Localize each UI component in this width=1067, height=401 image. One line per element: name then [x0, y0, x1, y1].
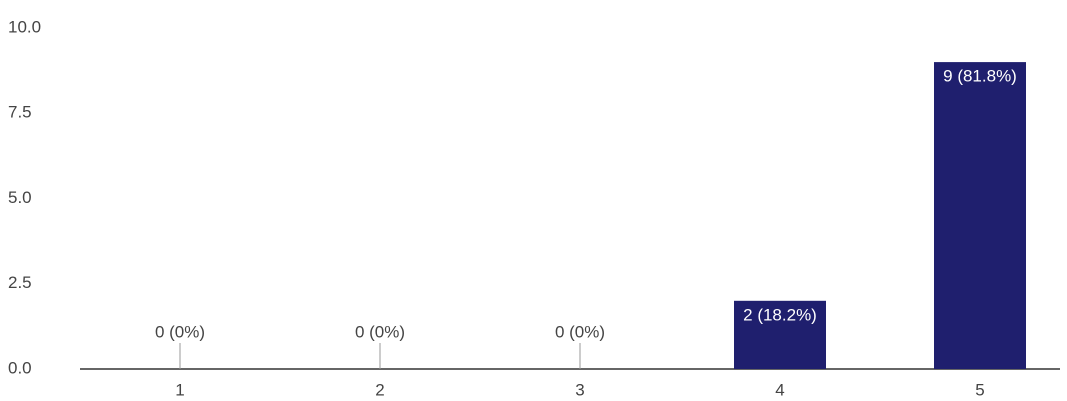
y-tick-label: 0.0: [8, 358, 32, 377]
x-tick-label: 3: [575, 380, 584, 399]
value-label: 0 (0%): [355, 322, 405, 341]
value-label: 0 (0%): [555, 322, 605, 341]
y-tick-label: 10.0: [8, 17, 41, 36]
x-tick-label: 5: [975, 380, 984, 399]
value-label: 2 (18.2%): [743, 305, 817, 324]
y-tick-label: 5.0: [8, 188, 32, 207]
x-tick-label: 2: [375, 380, 384, 399]
bar: [734, 300, 826, 369]
y-tick-label: 2.5: [8, 273, 32, 292]
bar: [934, 62, 1026, 369]
x-tick-label: 1: [175, 380, 184, 399]
y-tick-label: 7.5: [8, 103, 32, 122]
value-label: 0 (0%): [155, 322, 205, 341]
value-label: 9 (81.8%): [943, 67, 1017, 86]
x-tick-label: 4: [775, 380, 784, 399]
